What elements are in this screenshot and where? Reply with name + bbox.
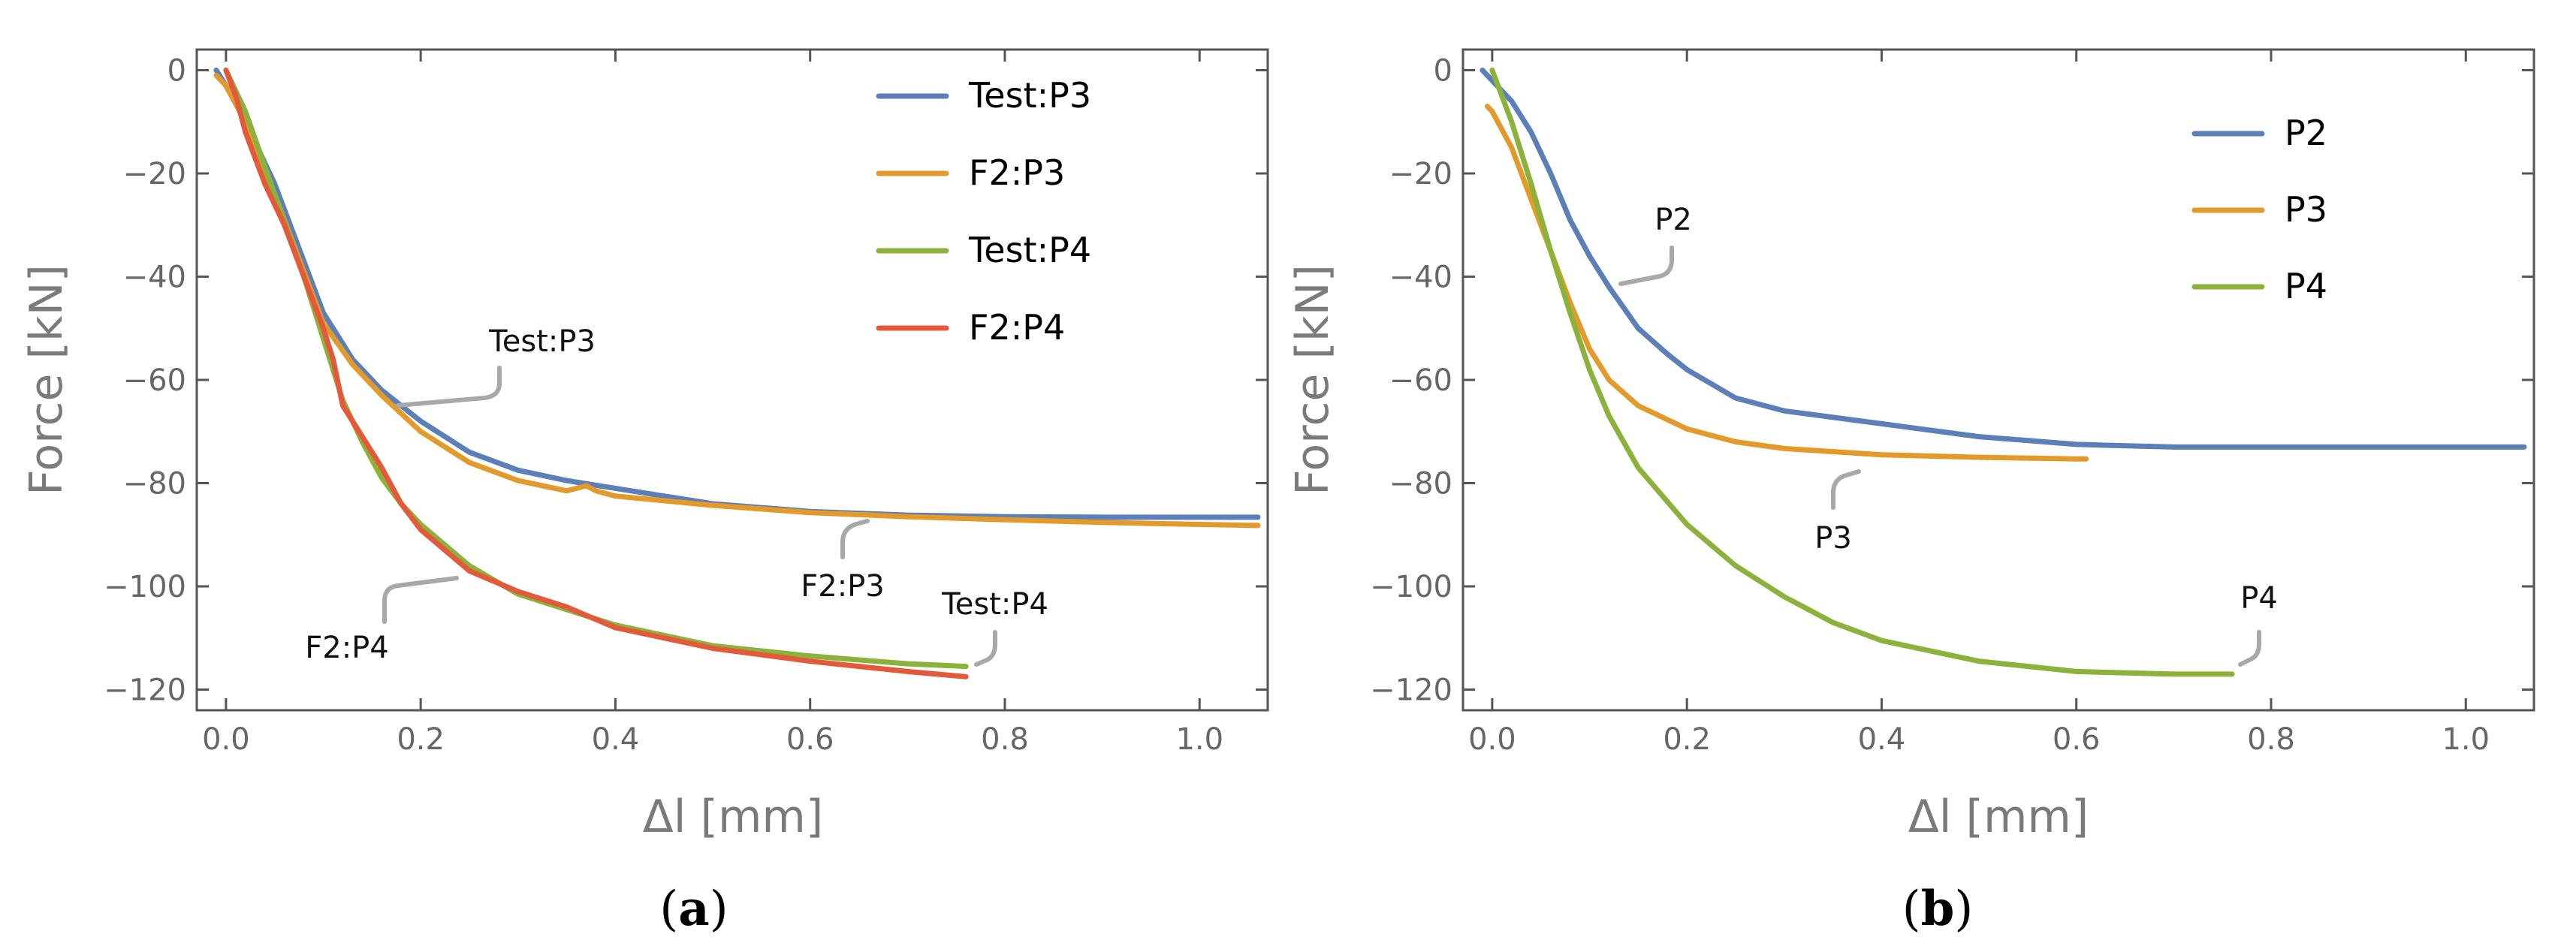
legend-label-p3: P3 <box>2285 189 2327 230</box>
leader-group-b <box>1618 246 2261 667</box>
y-tick-label: −100 <box>1370 570 1452 604</box>
tick-group-b: 0.0 0.2 0.4 0.6 0.8 1.0 0 −20 −40 −60 −80 −100 −120 <box>1370 50 2534 757</box>
x-tick-label: 0.8 <box>2247 722 2295 757</box>
caption-letter-a: a <box>678 881 709 937</box>
annotation-test-p4: Test:P4 <box>941 587 1048 622</box>
leader-p3 <box>1831 469 1861 510</box>
series-line-test-p3 <box>213 68 1261 520</box>
x-tick-label: 1.0 <box>1175 722 1223 757</box>
legend-label-p4: P4 <box>2285 266 2327 306</box>
caption-letter-b: b <box>1921 881 1955 937</box>
y-tick-label: −80 <box>1389 467 1452 502</box>
y-tick-label: −100 <box>104 570 186 604</box>
leader-f2-p4 <box>382 576 459 624</box>
annotation-f2-p3: F2:P3 <box>801 569 885 604</box>
annotation-group-b: P2 P3 P4 <box>1654 203 2278 616</box>
annotation-p3: P3 <box>1814 521 1852 556</box>
legend-label-f2-p4: F2:P4 <box>969 307 1065 348</box>
y-axis-label-a: Force [kN] <box>20 264 73 496</box>
plot-frame-a <box>195 48 1269 712</box>
legend-b: P2 P3 P4 <box>2191 113 2327 306</box>
legend-label-p2: P2 <box>2285 113 2327 153</box>
x-tick-label: 0.2 <box>397 722 445 757</box>
caption-a: (a) <box>659 881 728 937</box>
y-tick-label: −120 <box>104 673 186 708</box>
y-tick-label: −60 <box>123 363 186 398</box>
series-line-p4 <box>1489 68 2235 677</box>
x-tick-label: 0.6 <box>786 722 834 757</box>
legend-label-test-p4: Test:P4 <box>968 230 1091 270</box>
series-line-p2 <box>1480 68 2527 450</box>
y-tick-label: −40 <box>1389 261 1452 295</box>
legend-label-test-p3: Test:P3 <box>968 75 1091 116</box>
leader-test-p3 <box>396 366 502 408</box>
leader-test-p4 <box>974 630 997 667</box>
y-axis-label-b: Force [kN] <box>1286 264 1339 496</box>
annotation-p2: P2 <box>1654 203 1692 237</box>
plot-frame-b <box>1461 48 2535 712</box>
annotation-p4: P4 <box>2240 581 2278 616</box>
x-tick-label: 0.0 <box>202 722 250 757</box>
annotation-f2-p4: F2:P4 <box>305 631 389 665</box>
y-tick-label: −120 <box>1370 673 1452 708</box>
x-axis-label-b: Δl [mm] <box>1908 791 2089 843</box>
series-group-b <box>1480 68 2527 677</box>
leader-p2 <box>1618 246 1674 286</box>
tick-group-a: 0.0 0.2 0.4 0.6 0.8 1.0 0 −20 −40 −60 −80 −100 −120 <box>104 50 1268 757</box>
leader-group-a <box>382 366 997 667</box>
y-tick-label: −40 <box>123 261 186 295</box>
legend-label-f2-p3: F2:P3 <box>969 152 1065 193</box>
y-tick-label: −80 <box>123 467 186 502</box>
x-tick-label: 0.2 <box>1663 722 1711 757</box>
y-tick-label: 0 <box>167 54 186 89</box>
y-tick-label: 0 <box>1434 54 1452 89</box>
annotation-test-p3: Test:P3 <box>488 324 596 359</box>
series-line-p3 <box>1484 104 2089 462</box>
x-tick-label: 0.8 <box>981 722 1029 757</box>
y-tick-label: −60 <box>1389 363 1452 398</box>
chart-panel-b: 0.0 0.2 0.4 0.6 0.8 1.00−20−40−60−80−100−120 … <box>1286 48 2535 937</box>
caption-b: (b) <box>1902 881 1974 937</box>
y-tick-label: −20 <box>1389 157 1452 191</box>
x-tick-label: 0.6 <box>2053 722 2101 757</box>
legend-a: Test:P3 F2:P3 Test:P4 F2:P4 <box>876 75 1091 348</box>
annotation-group-a: Test:P3 F2:P3 F2:P4 Test:P4 <box>305 324 1048 665</box>
x-tick-label: 0.0 <box>1468 722 1516 757</box>
x-axis-label-a: Δl [mm] <box>643 791 824 843</box>
x-tick-label: 1.0 <box>2442 722 2490 757</box>
chart-panel-a: 0.0 0.2 0.4 0.6 0.8 1.00−20−40−60−80−100−120 … <box>20 48 1269 937</box>
leader-f2-p3 <box>840 519 870 559</box>
y-tick-label: −20 <box>123 157 186 191</box>
x-tick-label: 0.4 <box>1858 722 1906 757</box>
x-tick-label: 0.4 <box>592 722 640 757</box>
leader-p4 <box>2238 630 2261 667</box>
series-group-a <box>213 68 1261 679</box>
series-line-f2-p4 <box>223 68 969 679</box>
